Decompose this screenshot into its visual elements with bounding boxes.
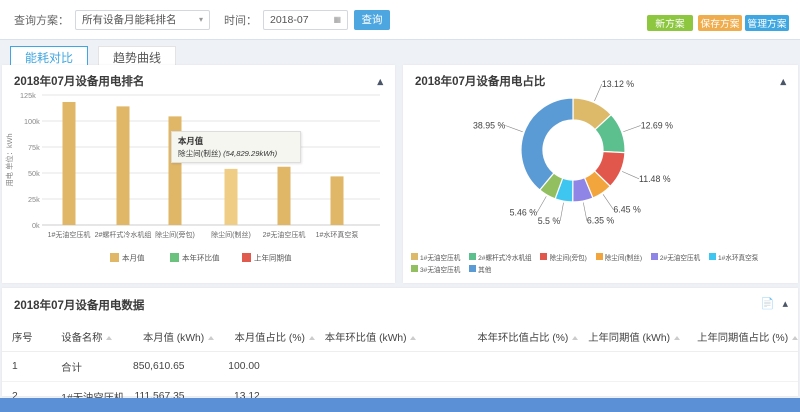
svg-text:上年同期值: 上年同期值: [254, 253, 292, 263]
svg-text:25k: 25k: [28, 195, 40, 204]
svg-text:13.12 %: 13.12 %: [602, 79, 634, 89]
svg-text:5.5 %: 5.5 %: [538, 216, 561, 226]
svg-text:除尘间(旁包): 除尘间(旁包): [155, 230, 195, 239]
svg-text:2#无油空压机: 2#无油空压机: [263, 230, 306, 239]
svg-text:本月值: 本月值: [122, 253, 145, 263]
svg-text:用电 单位：kWh: 用电 单位：kWh: [5, 133, 14, 186]
svg-text:本年环比值: 本年环比值: [182, 253, 220, 263]
svg-text:6.35 %: 6.35 %: [587, 216, 615, 226]
svg-text:12.69 %: 12.69 %: [641, 120, 673, 130]
svg-text:0k: 0k: [32, 221, 40, 230]
svg-text:6.45 %: 6.45 %: [613, 205, 641, 215]
svg-text:75k: 75k: [28, 143, 40, 152]
svg-text:50k: 50k: [28, 169, 40, 178]
svg-text:125k: 125k: [20, 91, 36, 100]
svg-text:1#水环真空泵: 1#水环真空泵: [316, 230, 359, 239]
svg-text:11.48 %: 11.48 %: [639, 174, 671, 184]
svg-text:1#无油空压机: 1#无油空压机: [48, 230, 91, 239]
svg-text:除尘间(制丝): 除尘间(制丝): [211, 230, 251, 239]
svg-text:2#螺杆式冷水机组: 2#螺杆式冷水机组: [95, 230, 152, 239]
svg-text:38.95 %: 38.95 %: [473, 121, 505, 131]
svg-text:100k: 100k: [24, 117, 40, 126]
svg-text:5.46 %: 5.46 %: [510, 207, 538, 217]
